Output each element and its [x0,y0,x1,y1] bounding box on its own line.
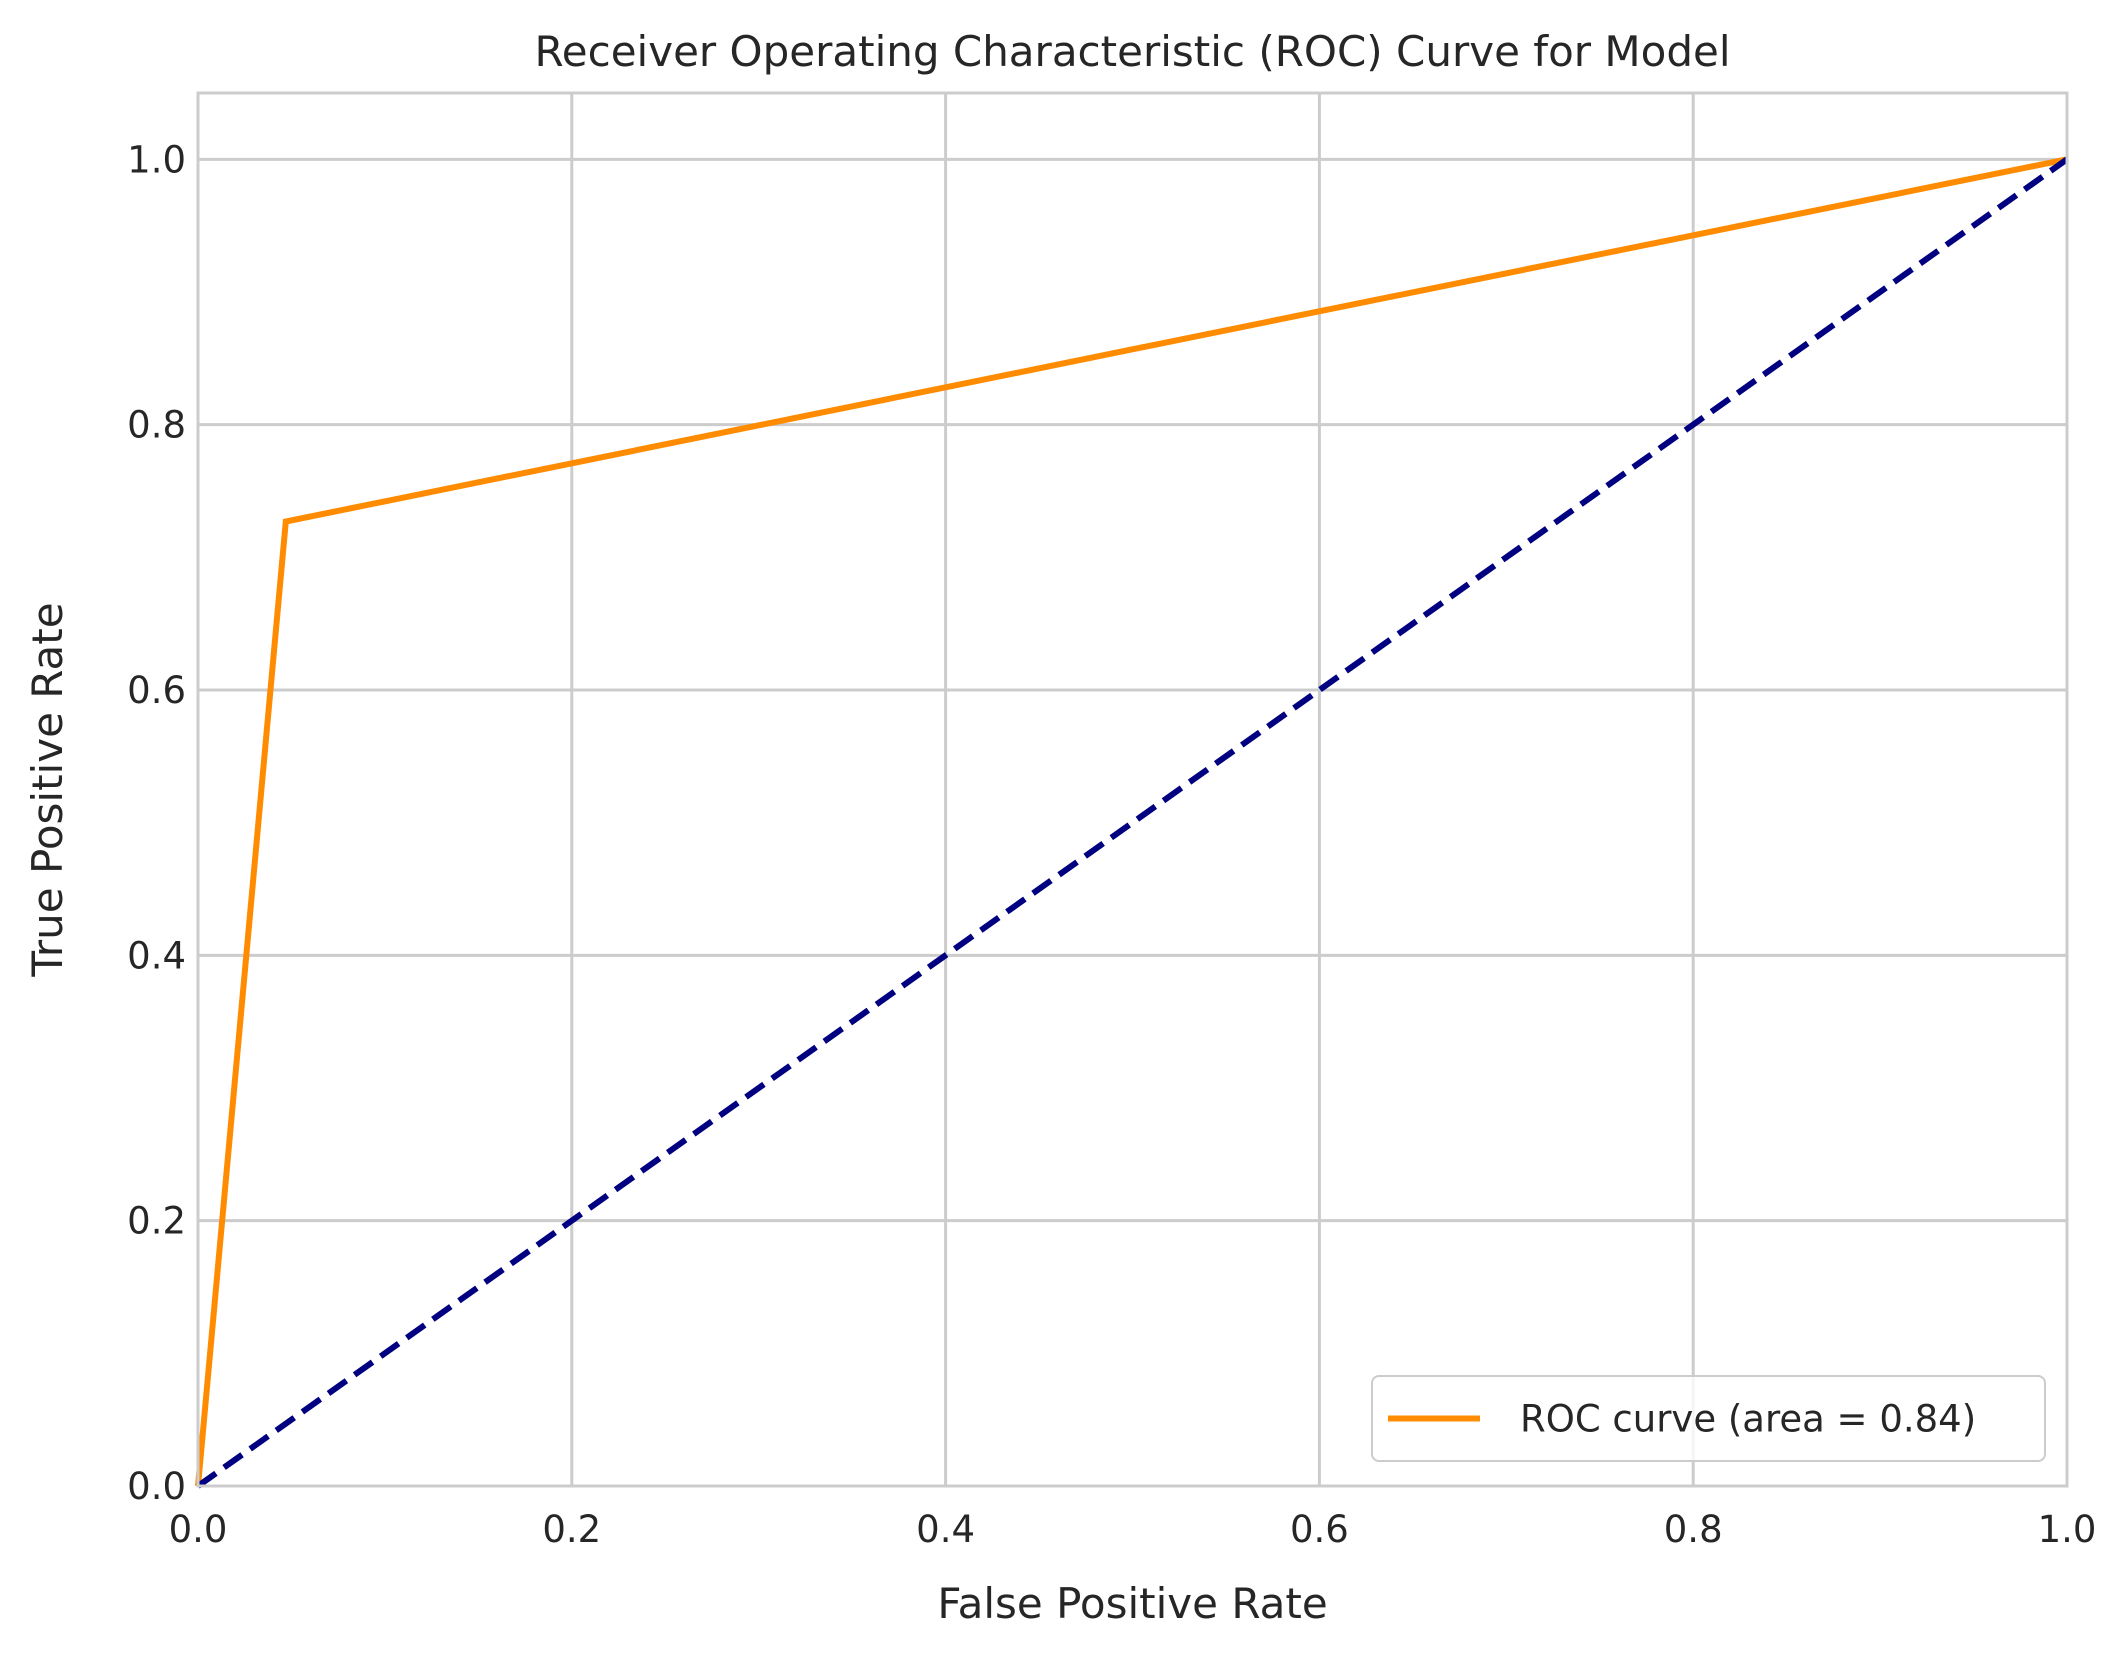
roc-curve-line [195,156,2068,1487]
y-tick-labels: 0.0 0.2 0.4 0.6 0.8 1.0 [127,138,186,1508]
x-tick-label: 0.6 [1290,1508,1349,1551]
legend-label: ROC curve (area = 0.84) [1520,1398,1976,1441]
x-tick-label: 0.2 [542,1508,601,1551]
y-tick-label: 0.0 [127,1465,186,1508]
y-tick-label: 0.6 [127,669,186,712]
y-tick-label: 0.2 [127,1200,186,1243]
x-tick-label: 0.8 [1664,1508,1723,1551]
x-axis-label: False Positive Rate [937,1579,1327,1628]
grid [196,93,2069,1488]
y-tick-label: 1.0 [127,138,186,181]
x-tick-label: 0.4 [916,1508,975,1551]
chart-title: Receiver Operating Characteristic (ROC) … [534,27,1730,76]
x-tick-label: 1.0 [2038,1508,2097,1551]
y-tick-label: 0.4 [127,934,186,977]
legend: ROC curve (area = 0.84) [1371,1375,2046,1462]
series-layer [195,156,2069,1489]
y-tick-label: 0.8 [127,404,186,447]
legend-box [1371,1375,2046,1462]
y-axis-label: True Positive Rate [23,602,72,977]
x-tick-label: 0.0 [169,1508,228,1551]
x-tick-labels: 0.0 0.2 0.4 0.6 0.8 1.0 [169,1508,2097,1551]
axes-frame [196,91,2069,1488]
